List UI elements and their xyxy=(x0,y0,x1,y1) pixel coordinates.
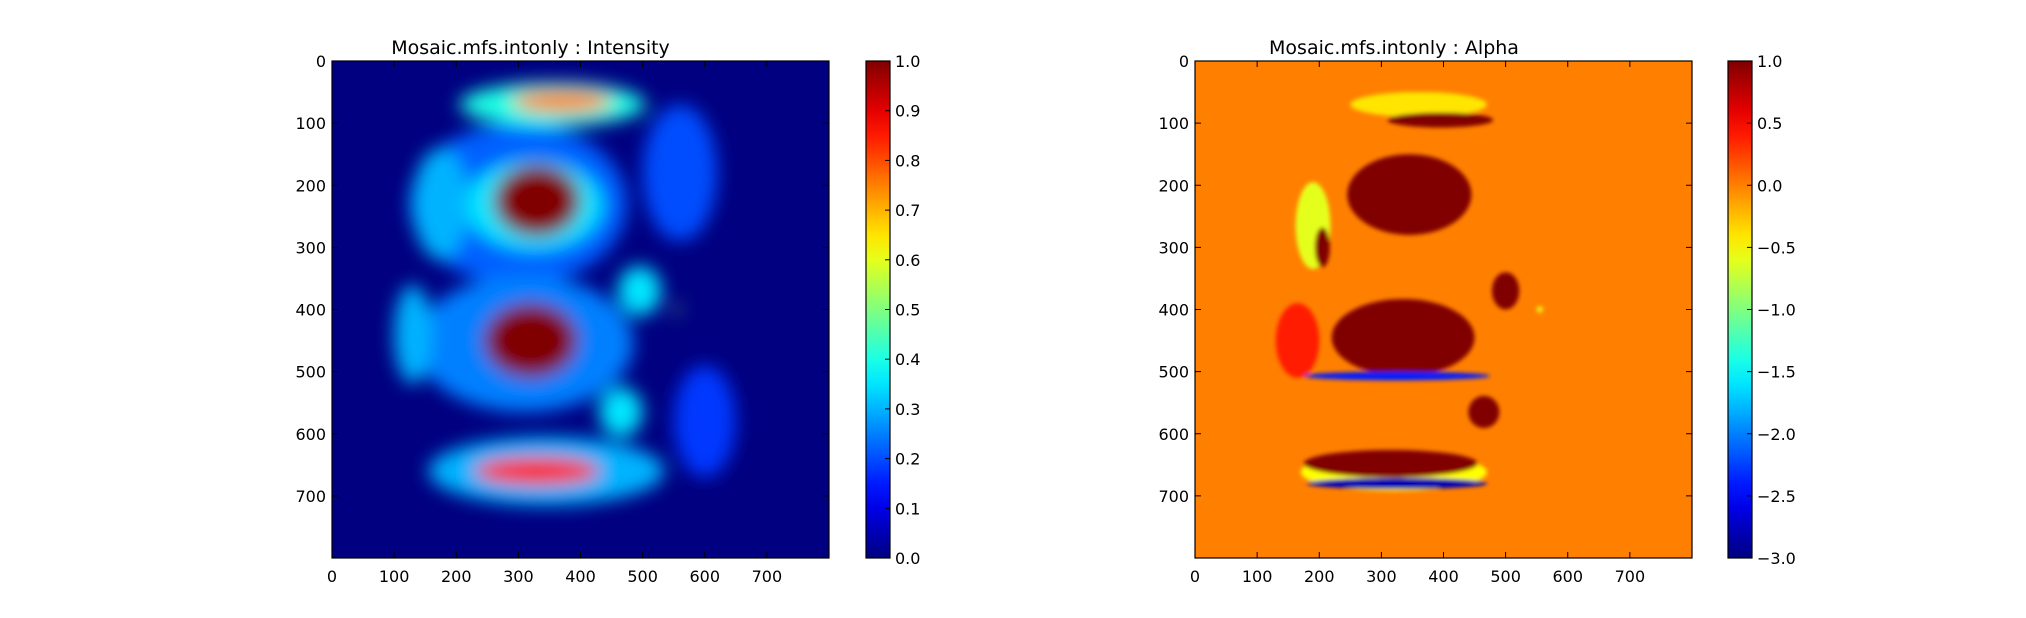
x-tick-label: 500 xyxy=(627,567,658,586)
x-tick-label: 500 xyxy=(1490,567,1521,586)
image-feature xyxy=(1306,477,1487,490)
image-feature xyxy=(394,284,432,385)
alpha-colorbar: 1.0 0.5 0.0 −0.5 −1.0 −1.5 −2.0 −2.5 −3.0 xyxy=(1727,52,1796,568)
colorbar-tick-label: 0.0 xyxy=(895,549,920,568)
colorbar-tick-label: 0.5 xyxy=(1757,114,1782,133)
y-tick-label: 300 xyxy=(1158,238,1189,257)
y-tick-label: 700 xyxy=(295,487,326,506)
image-feature xyxy=(512,90,612,113)
y-tick-label: 700 xyxy=(1158,487,1189,506)
x-tick-label: 0 xyxy=(1190,567,1200,586)
x-tick-label: 600 xyxy=(1552,567,1583,586)
colorbar-tick-label: 0.6 xyxy=(895,251,920,270)
colorbar-tick-label: −2.5 xyxy=(1757,487,1796,506)
y-tick-label: 200 xyxy=(295,176,326,195)
image-feature xyxy=(1387,112,1494,128)
chart-title: Mosaic.mfs.intonly : Intensity xyxy=(391,37,670,59)
y-tick-label: 600 xyxy=(295,425,326,444)
x-tick-label: 200 xyxy=(1304,567,1335,586)
alpha-axes: 0 100 200 300 400 500 600 700 0 100 200 300 400 500 60… xyxy=(1158,52,1693,586)
chart-title: Mosaic.mfs.intonly : Alpha xyxy=(1269,37,1519,59)
image-feature xyxy=(1314,227,1330,268)
colorbar-tick-label: −0.5 xyxy=(1757,238,1796,257)
x-tick-label: 0 xyxy=(327,567,337,586)
image-feature xyxy=(1491,272,1520,310)
image-feature xyxy=(493,164,581,237)
image-feature xyxy=(617,266,662,316)
x-tick-label: 100 xyxy=(1242,567,1273,586)
intensity-image-area xyxy=(332,61,829,558)
y-tick-label: 500 xyxy=(1158,363,1189,382)
colorbar-tick-label: 0.4 xyxy=(895,350,920,369)
alpha-panel: Mosaic.mfs.intonly : Alpha 0 100 200 300 400… xyxy=(1158,37,1795,586)
colorbar-tick-label: 0.0 xyxy=(1757,176,1782,195)
y-tick-label: 400 xyxy=(1158,301,1189,320)
image-feature xyxy=(1275,303,1320,378)
image-feature xyxy=(1536,306,1543,313)
image-feature xyxy=(599,387,643,437)
colorbar-tick-label: −3.0 xyxy=(1757,549,1796,568)
image-feature xyxy=(673,365,736,478)
image-feature xyxy=(474,457,600,485)
y-tick-label: 0 xyxy=(1179,52,1189,71)
x-tick-label: 200 xyxy=(441,567,472,586)
x-tick-label: 300 xyxy=(503,567,534,586)
image-feature xyxy=(484,303,578,378)
colorbar-tick-label: 0.1 xyxy=(895,499,920,518)
x-tick-label: 700 xyxy=(1615,567,1646,586)
image-feature xyxy=(673,305,681,314)
intensity-panel: Mosaic.mfs.intonly : Intensity 0 100 200 30… xyxy=(295,37,920,586)
colorbar-tick-label: 0.3 xyxy=(895,400,920,419)
colorbar-tick-label: 1.0 xyxy=(1757,52,1782,71)
image-feature xyxy=(642,104,718,242)
colorbar-tick-label: 0.8 xyxy=(895,151,920,170)
x-tick-label: 700 xyxy=(752,567,783,586)
intensity-axes: 0 100 200 300 400 500 600 700 0 100 200 300 400 500 60… xyxy=(295,52,830,586)
y-tick-label: 100 xyxy=(1158,114,1189,133)
image-feature xyxy=(1331,298,1475,376)
image-feature xyxy=(1347,154,1472,235)
image-feature xyxy=(1350,92,1487,117)
colorbar-tick-label: −1.0 xyxy=(1757,301,1796,320)
image-feature xyxy=(1303,449,1478,478)
colorbar-tick-label: −2.0 xyxy=(1757,425,1796,444)
y-tick-label: 300 xyxy=(295,238,326,257)
intensity-colorbar: 1.0 0.9 0.8 0.7 0.6 0.5 0.4 0.3 0.2 0.1 0.0 xyxy=(865,52,920,568)
colorbar-tick-label: 1.0 xyxy=(895,52,920,71)
y-tick-label: 500 xyxy=(295,363,326,382)
y-tick-label: 400 xyxy=(295,301,326,320)
y-tick-label: 600 xyxy=(1158,425,1189,444)
image-feature xyxy=(1468,395,1500,429)
image-feature xyxy=(412,147,469,260)
y-tick-label: 200 xyxy=(1158,176,1189,195)
x-tick-label: 400 xyxy=(565,567,596,586)
x-tick-label: 600 xyxy=(689,567,720,586)
alpha-image-area xyxy=(1195,61,1692,558)
x-tick-label: 300 xyxy=(1366,567,1397,586)
colorbar-tick-label: 0.9 xyxy=(895,102,920,121)
x-tick-label: 400 xyxy=(1428,567,1459,586)
colorbar-tick-label: 0.2 xyxy=(895,450,920,469)
x-tick-label: 100 xyxy=(379,567,410,586)
image-feature xyxy=(1303,371,1491,381)
colorbar-tick-label: −1.5 xyxy=(1757,363,1796,382)
colorbar-tick-label: 0.7 xyxy=(895,201,920,220)
colorbar-tick-label: 0.5 xyxy=(895,301,920,320)
y-tick-label: 100 xyxy=(295,114,326,133)
y-tick-label: 0 xyxy=(316,52,326,71)
